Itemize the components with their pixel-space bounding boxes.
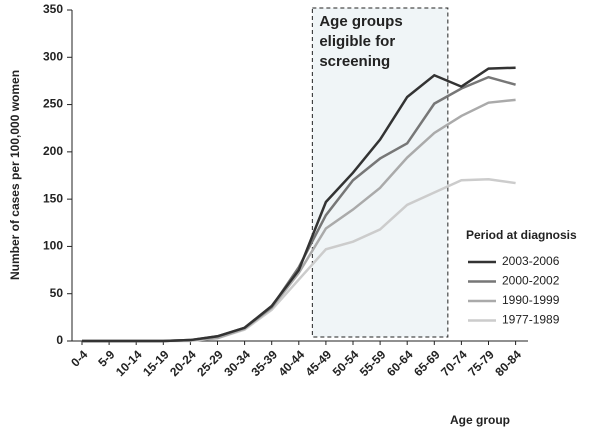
y-axis-label: Number of cases per 100,000 women bbox=[8, 70, 22, 280]
x-tick-label: 80-84 bbox=[492, 347, 524, 379]
y-tick-label: 300 bbox=[43, 49, 63, 63]
screening-box bbox=[311, 7, 449, 338]
x-tick-label: 15-19 bbox=[140, 347, 172, 379]
x-axis-label: Age group bbox=[450, 413, 510, 427]
series-line bbox=[82, 66, 516, 343]
series-line bbox=[82, 75, 516, 343]
x-tick-label: 35-39 bbox=[248, 347, 280, 379]
x-tick-label: 55-59 bbox=[357, 347, 389, 379]
x-tick-label: 60-64 bbox=[384, 347, 416, 379]
legend-label: 2003-2006 bbox=[502, 254, 560, 268]
x-tick-label: 30-34 bbox=[221, 347, 253, 379]
series-line bbox=[82, 178, 516, 343]
x-tick-label: 10-14 bbox=[113, 347, 145, 379]
x-tick-label: 45-49 bbox=[303, 347, 335, 379]
y-tick-label: 50 bbox=[50, 286, 64, 300]
annotation: Age groups bbox=[319, 13, 402, 30]
x-tick-label: 5-9 bbox=[95, 347, 117, 369]
y-tick-label: 200 bbox=[43, 144, 63, 158]
y-tick-label: 350 bbox=[43, 2, 63, 16]
legend-label: 2000-2002 bbox=[502, 274, 560, 288]
legend-label: 1990-1999 bbox=[502, 293, 560, 307]
series-line bbox=[82, 98, 516, 343]
x-tick-label: 50-54 bbox=[330, 347, 362, 379]
y-tick-label: 0 bbox=[56, 333, 63, 347]
legend-label: 1977-1989 bbox=[502, 313, 560, 327]
x-tick-label: 40-44 bbox=[276, 347, 308, 379]
x-tick-label: 20-24 bbox=[167, 347, 199, 379]
annotation: eligible for bbox=[319, 33, 395, 50]
y-tick-label: 150 bbox=[43, 191, 63, 205]
x-tick-label: 65-69 bbox=[411, 347, 443, 379]
y-tick-label: 250 bbox=[43, 97, 63, 111]
x-tick-label: 75-79 bbox=[465, 347, 497, 379]
x-tick-label: 70-74 bbox=[438, 347, 470, 379]
y-tick-label: 100 bbox=[43, 239, 63, 253]
legend-title: Period at diagnosis bbox=[466, 228, 577, 242]
x-tick-label: 0-4 bbox=[68, 347, 90, 369]
annotation: screening bbox=[319, 53, 390, 70]
x-tick-label: 25-29 bbox=[194, 347, 226, 379]
